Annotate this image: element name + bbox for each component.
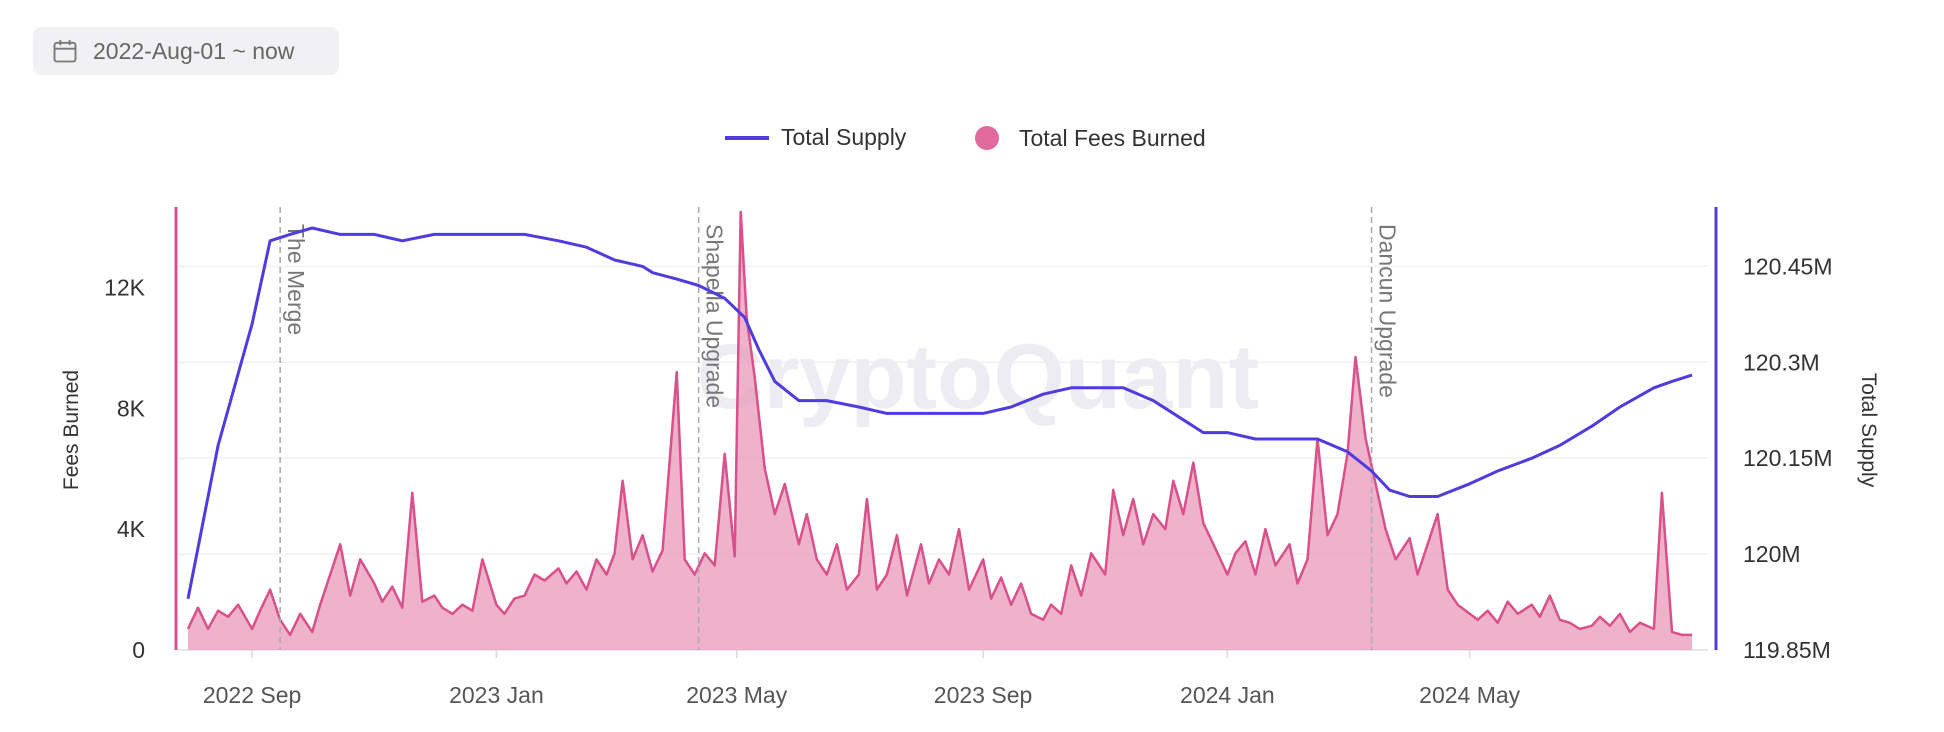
y-left-tick-label: 8K <box>117 395 146 421</box>
date-range-filter[interactable]: 2022-Aug-01 ~ now <box>33 27 339 75</box>
y-right-tick-label: 120.45M <box>1743 253 1833 279</box>
annotation-label: Shapella Upgrade <box>702 224 728 408</box>
circle-marker-icon <box>975 126 999 150</box>
fees-burned-area <box>188 212 1692 650</box>
y-right-tick-label: 120.3M <box>1743 349 1820 375</box>
x-tick-label: 2023 Sep <box>934 682 1032 708</box>
calendar-icon <box>53 39 77 63</box>
y-left-tick-label: 0 <box>132 637 145 663</box>
legend-label: Total Fees Burned <box>1019 124 1206 151</box>
y-left-tick-label: 12K <box>104 275 146 301</box>
annotation-label: The Merge <box>283 224 309 335</box>
watermark: CryptoQuant <box>697 326 1259 428</box>
y-right-tick-label: 119.85M <box>1743 637 1831 663</box>
x-tick-label: 2022 Sep <box>203 682 301 708</box>
date-range-label: 2022-Aug-01 ~ now <box>93 37 295 64</box>
y-right-tick-label: 120.15M <box>1743 445 1833 471</box>
x-tick-label: 2024 Jan <box>1180 682 1275 708</box>
legend-item-total-fees-burned[interactable]: Total Fees Burned <box>973 124 1206 152</box>
x-tick-label: 2023 Jan <box>449 682 544 708</box>
legend-item-total-supply[interactable]: Total Supply <box>723 124 906 151</box>
chart-legend: Total Supply Total Fees Burned <box>0 124 1944 164</box>
y-left-axis-title: Fees Burned <box>60 370 83 490</box>
line-marker-icon <box>725 135 769 140</box>
annotation-label: Dancun Upgrade <box>1375 224 1401 398</box>
legend-label: Total Supply <box>781 124 907 150</box>
x-tick-label: 2023 May <box>686 682 788 708</box>
x-tick-label: 2024 May <box>1419 682 1521 708</box>
y-right-tick-label: 120M <box>1743 541 1801 567</box>
y-right-axis-title: Total Supply <box>1857 373 1880 488</box>
total-supply-line <box>186 226 1693 600</box>
y-left-tick-label: 4K <box>117 516 146 542</box>
fees-burned-line <box>186 210 1692 637</box>
